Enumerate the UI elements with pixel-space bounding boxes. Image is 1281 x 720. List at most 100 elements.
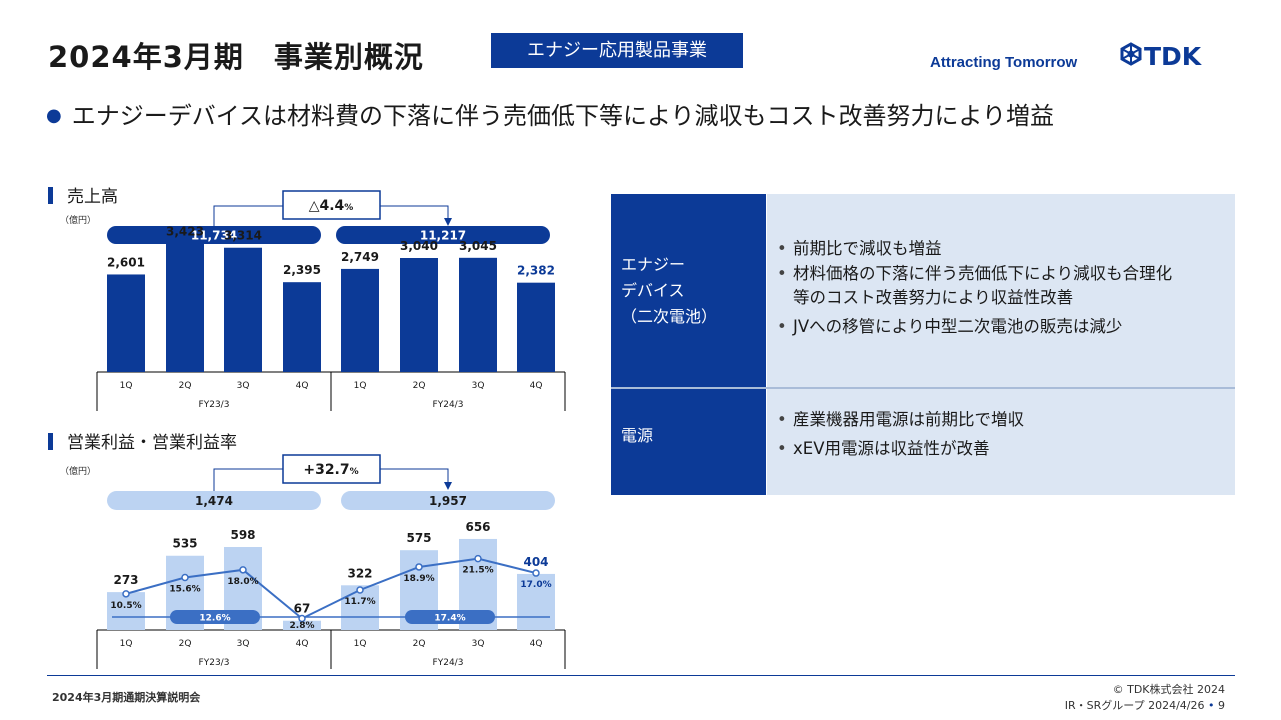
op-rate-label: 18.9%: [403, 574, 434, 584]
segment-table: エナジー デバイス （二次電池） 前期比で減収も増益 材料価格の下落に伴う売価低…: [611, 194, 1235, 495]
sales-value-label: 3,423: [166, 225, 204, 239]
op-tick-label: 1Q: [120, 639, 133, 649]
op-rate-label: 21.5%: [462, 566, 493, 576]
op-value-label: 656: [465, 520, 490, 534]
tdk-emblem-icon: [1120, 42, 1142, 66]
section-marker: [48, 433, 53, 450]
bullet-icon: ●: [46, 105, 62, 126]
page-number: 9: [1218, 699, 1225, 712]
op-rate-label: 11.7%: [344, 597, 375, 607]
row-header-line: （二次電池）: [621, 307, 718, 326]
op-rate-point: [474, 554, 482, 563]
footer-dept: IR・SRグループ 2024/4/26: [1064, 699, 1205, 712]
charts-canvas: △4.4% 11,734 11,217 FY23/3 FY24/3 2,601 1…: [96, 190, 566, 669]
logo-wordmark: TDK: [1144, 42, 1203, 71]
sales-total-pill-fy24: [336, 226, 550, 244]
op-value-label: 575: [406, 531, 431, 545]
op-tick-label: 4Q: [530, 639, 543, 649]
bullet-item: 前期比で減収も増益: [767, 236, 1235, 261]
op-value-label: 67: [294, 602, 311, 616]
op-rate-point: [356, 586, 364, 594]
sales-tick-label: 1Q: [120, 381, 133, 391]
sales-total-pill-fy23: [107, 226, 321, 244]
op-annual-rate-pill-fy23: [170, 610, 260, 624]
sales-unit: （億円）: [60, 216, 97, 226]
sales-value-label: 2,395: [283, 263, 321, 277]
op-change-arrow-icon: [444, 482, 452, 490]
op-total-pill-fy24: [341, 491, 555, 510]
footer-copyright: © TDK株式会社 2024: [1112, 683, 1225, 696]
op-rate-point: [122, 590, 130, 598]
sales-tick-label: 2Q: [413, 381, 426, 391]
op-rate-point: [181, 573, 189, 582]
sales-tick-label: 1Q: [354, 381, 367, 391]
op-total-pill-fy23: [107, 491, 321, 510]
page-title: 2024年3月期 事業別概況: [48, 40, 424, 74]
sales-total-fy23: 11,734: [191, 229, 237, 243]
bullet-item: 材料価格の下落に伴う売価低下により減収も合理化: [767, 261, 1235, 286]
op-rate-label: 15.6%: [169, 585, 200, 595]
headline: ● エナジーデバイスは材料費の下落に伴う売価低下等により減収もコスト改善努力により…: [46, 96, 1054, 131]
op-tick-label: 3Q: [237, 639, 250, 649]
bullet-item: 産業機器用電源は前期比で増収: [767, 407, 1235, 432]
op-unit: （億円）: [60, 467, 97, 477]
op-rate-point: [298, 614, 306, 623]
sales-bar: [341, 268, 379, 372]
op-tick-label: 3Q: [472, 639, 485, 649]
op-label-text: 営業利益・営業利益率: [67, 433, 237, 453]
sales-bar: [459, 257, 497, 372]
sales-change-label: △4.4%: [309, 198, 354, 214]
op-total-fy24: 1,957: [429, 494, 467, 508]
sales-value-label: 3,314: [224, 229, 262, 243]
footer-dot-icon: •: [1208, 699, 1218, 712]
sales-tick-label: 4Q: [530, 381, 543, 391]
op-rate-label: 18.0%: [227, 577, 258, 587]
op-tick-label: 4Q: [296, 639, 309, 649]
op-value-label: 273: [113, 573, 138, 587]
op-tick-label: 1Q: [354, 639, 367, 649]
bullet-item-continued: 等のコスト改善努力により収益性改善: [793, 288, 1074, 307]
op-annual-rate-pill-fy24: [405, 610, 495, 624]
op-rate-label: 2.8%: [290, 621, 315, 631]
sales-tick-label: 3Q: [237, 381, 250, 391]
headline-text: エナジーデバイスは材料費の下落に伴う売価低下等により減収もコスト改善努力により増…: [71, 102, 1055, 130]
op-section-label: 営業利益・営業利益率: [48, 428, 237, 453]
bullet-item: JVへの移管により中型二次電池の販売は減少: [767, 314, 1235, 339]
sales-bar: [400, 258, 438, 372]
op-bar: [107, 592, 145, 630]
op-annual-rate-fy24: 17.4%: [434, 614, 465, 624]
row-header-line: デバイス: [621, 281, 685, 300]
sales-change-box: [282, 190, 381, 220]
op-group-label: FY23/3: [199, 658, 230, 668]
row-header-line: エナジー: [621, 255, 686, 274]
sales-value-label: 3,045: [459, 239, 497, 253]
bullet-item: xEV用電源は収益性が改善: [767, 436, 1235, 461]
sales-change-arrow-icon: [444, 218, 452, 226]
footer-page-info: IR・SRグループ 2024/4/26 • 9: [1065, 697, 1225, 713]
op-rate-label: 17.0%: [520, 580, 551, 590]
row-header-energy-device: エナジー デバイス （二次電池）: [611, 194, 766, 387]
brand-tagline: Attracting Tomorrow: [930, 54, 1078, 71]
sales-tick-label: 2Q: [179, 381, 192, 391]
sales-section-label: 売上高: [48, 182, 118, 207]
sales-total-fy24: 11,217: [420, 229, 466, 243]
sales-tick-label: 4Q: [296, 381, 309, 391]
op-change-box: [282, 454, 381, 484]
row-body-energy-device: 前期比で減収も増益 材料価格の下落に伴う売価低下により減収も合理化 等のコスト改…: [767, 194, 1235, 387]
op-value-label: 404: [523, 555, 548, 569]
segment-tag: エナジー応用製品事業: [491, 33, 743, 68]
op-rate-series-line: [125, 557, 537, 620]
op-bar: [283, 620, 321, 630]
footer-event-name: 2024年3月期通期決算説明会: [52, 691, 201, 704]
sales-group-label: FY24/3: [433, 400, 464, 410]
sales-bar: [166, 243, 204, 372]
sales-value-label: 2,749: [341, 250, 379, 264]
sales-bar: [283, 282, 321, 372]
op-bar: [517, 573, 555, 630]
row-divider: [611, 387, 1235, 389]
op-value-label: 535: [172, 537, 197, 551]
op-rate-point: [239, 566, 247, 574]
sales-label-text: 売上高: [67, 187, 118, 207]
sales-bar: [517, 282, 555, 372]
sales-value-label: 2,382: [517, 264, 555, 278]
